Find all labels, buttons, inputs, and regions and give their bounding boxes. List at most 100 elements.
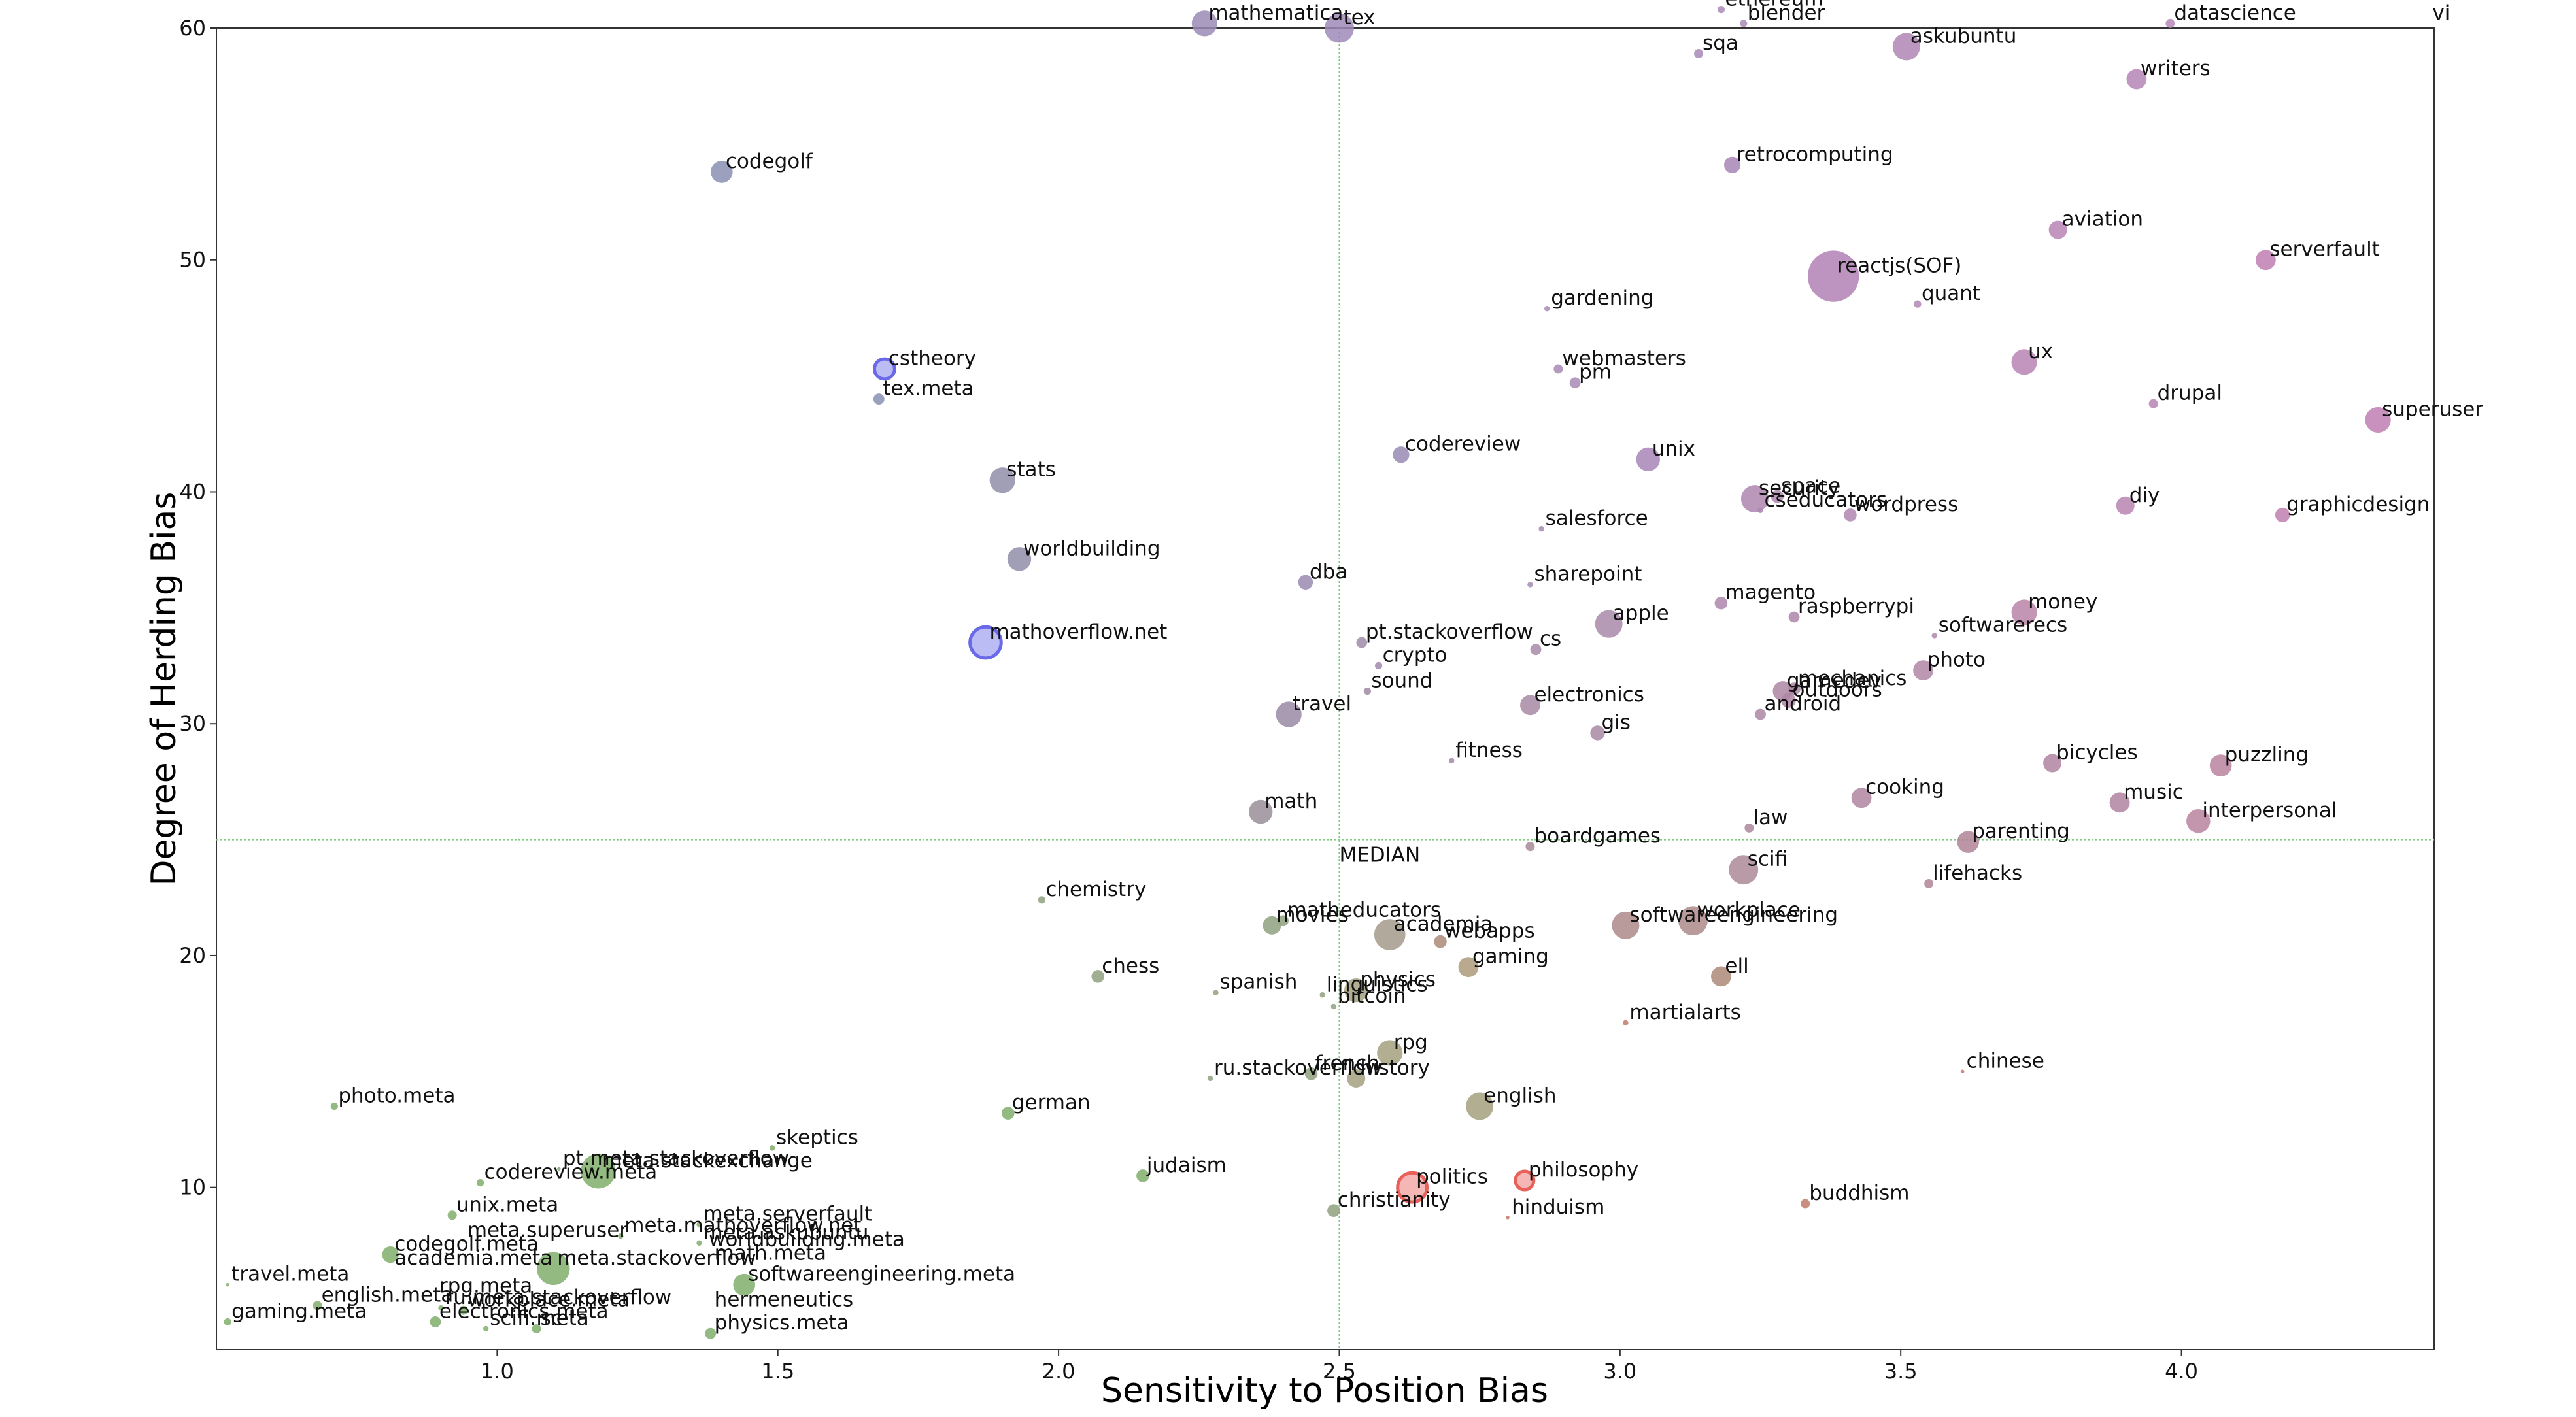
x-tick-label: 3.0 <box>1603 1359 1636 1384</box>
data-point <box>872 357 896 381</box>
data-point <box>1788 611 1800 623</box>
point-label: bitcoin <box>1338 984 1406 1008</box>
data-point <box>532 1324 541 1334</box>
point-label: codereview.meta <box>484 1161 658 1184</box>
median-label: MEDIAN <box>1339 844 1420 867</box>
point-label: gardening <box>1551 286 1653 310</box>
point-label: pm <box>1579 361 1612 384</box>
x-tick-label: 2.0 <box>1042 1359 1076 1384</box>
data-point <box>224 1318 231 1326</box>
point-label: german <box>1012 1091 1091 1114</box>
data-point <box>1714 596 1728 610</box>
x-axis-ticks: 1.0 1.5 2.0 2.5 3.0 3.5 4.0 <box>481 1350 2198 1384</box>
point-label: money <box>2028 590 2097 614</box>
data-point <box>2365 407 2391 433</box>
point-label: meta.mathoverflow.net <box>624 1214 861 1237</box>
data-point <box>1744 823 1754 833</box>
point-label: dba <box>1310 560 1347 584</box>
point-label: law <box>1753 806 1788 829</box>
data-point <box>1249 799 1273 824</box>
data-point <box>1325 13 1354 43</box>
point-label: cseducators <box>1765 488 1888 512</box>
point-label: gaming <box>1472 945 1549 969</box>
point-label: puzzling <box>2225 743 2309 767</box>
point-label: cstheory <box>889 346 976 370</box>
data-point <box>2011 599 2037 625</box>
point-label: electronics <box>1534 683 1644 707</box>
point-label: unix <box>1652 437 1695 461</box>
data-point <box>1527 582 1533 588</box>
point-label: cooking <box>1865 776 1944 799</box>
data-point <box>1466 1092 1494 1120</box>
point-label: spanish <box>1220 971 1298 994</box>
data-point <box>1892 33 1920 61</box>
data-point <box>696 1222 702 1227</box>
data-point <box>1960 1069 1965 1074</box>
point-label: softwareengineering.meta <box>748 1263 1015 1286</box>
point-label: scifi.meta <box>490 1307 589 1330</box>
data-point <box>313 1301 322 1310</box>
point-label: quant <box>1922 282 1980 305</box>
point-label: android <box>1765 692 1842 716</box>
data-point <box>1590 725 1605 741</box>
point-label: drupal <box>2158 382 2222 405</box>
data-point <box>1506 1216 1510 1220</box>
y-tick-label: 40 <box>179 479 206 504</box>
point-label: blender <box>1748 1 1825 25</box>
point-label: softwarerecs <box>1939 613 2067 637</box>
point-label: academia <box>1394 912 1493 936</box>
point-label: mechanics <box>1798 667 1907 690</box>
data-point <box>1520 695 1540 716</box>
data-point <box>1740 20 1748 27</box>
data-point <box>1393 446 1410 463</box>
point-label: datascience <box>2174 1 2296 25</box>
data-point <box>1957 831 1980 853</box>
y-axis-ticks: 10 20 30 40 50 60 <box>179 16 216 1200</box>
point-label: gamedev <box>1787 669 1882 693</box>
data-point <box>1344 978 1368 1003</box>
point-label: pt.meta.stackoverflow <box>563 1146 789 1170</box>
median-lines: MEDIAN <box>216 28 2434 1350</box>
point-label: worldbuilding <box>1023 537 1161 560</box>
point-label: tex <box>1343 6 1375 29</box>
data-point <box>330 1102 338 1110</box>
point-label: chinese <box>1967 1049 2044 1073</box>
point-label: ethereum <box>1725 0 1823 11</box>
data-point <box>2011 349 2037 375</box>
data-point <box>1434 935 1447 948</box>
data-point <box>2148 399 2158 408</box>
data-point <box>1740 485 1769 513</box>
x-tick-label: 4.0 <box>2165 1359 2198 1384</box>
point-label: scifi <box>1748 848 1788 871</box>
data-point <box>1569 377 1581 389</box>
data-point <box>1207 1075 1213 1082</box>
data-point <box>1136 1169 1149 1182</box>
data-point <box>1844 508 1857 522</box>
point-label: philosophy <box>1529 1158 1638 1182</box>
data-point <box>989 467 1015 493</box>
point-label: sound <box>1371 669 1432 693</box>
data-point <box>1377 1040 1403 1066</box>
data-point <box>1801 1199 1810 1209</box>
data-point <box>1530 644 1542 656</box>
point-label: writers <box>2141 57 2211 80</box>
data-point <box>1191 10 1217 37</box>
point-label: pt.stackoverflow <box>1366 620 1533 644</box>
data-point <box>968 625 1003 660</box>
data-point <box>2109 792 2130 813</box>
point-label: codereview <box>1405 433 1521 456</box>
data-point <box>1538 526 1544 532</box>
data-point <box>696 1240 702 1246</box>
point-label: meta.stackexchange <box>602 1149 813 1173</box>
data-point <box>1374 661 1383 670</box>
point-label: physics.meta <box>715 1311 849 1335</box>
point-label: politics <box>1416 1165 1488 1189</box>
data-point <box>1612 911 1640 939</box>
point-label: hermeneutics <box>715 1288 854 1312</box>
data-point <box>1449 758 1455 764</box>
point-label: ru.stackoverflow <box>1214 1056 1381 1080</box>
data-point <box>1781 693 1796 708</box>
